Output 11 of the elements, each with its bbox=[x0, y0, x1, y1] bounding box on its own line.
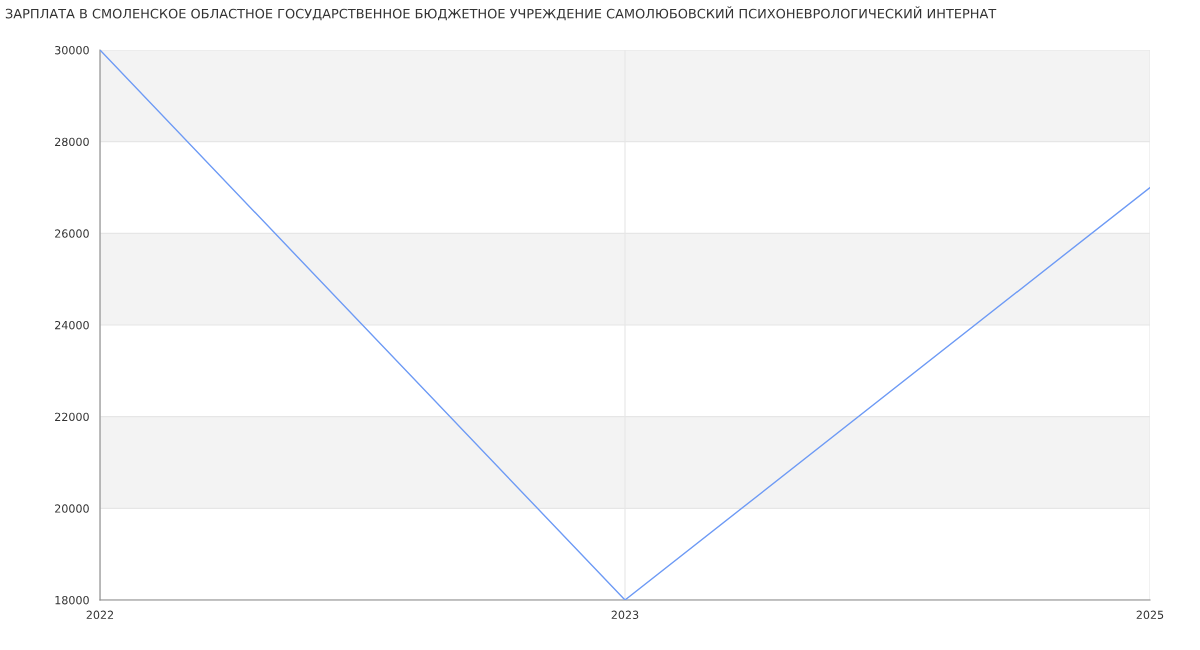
x-tick-label: 2025 bbox=[1136, 610, 1164, 620]
y-tick-label: 26000 bbox=[55, 229, 89, 238]
chart-title: ЗАРПЛАТА В СМОЛЕНСКОЕ ОБЛАСТНОЕ ГОСУДАРСТВЕННОЕ БЮДЖЕТНОЕ УЧРЕЖДЕНИЕ САМОЛЮБОВСКИЙ ПСИХОНЕВРОЛОГИЧЕСКИЙ ИНТЕРНАТ bbox=[5, 6, 997, 21]
y-tick-label: 18000 bbox=[55, 595, 89, 605]
y-tick-label: 28000 bbox=[55, 137, 89, 147]
y-tick-label: 24000 bbox=[55, 320, 89, 330]
y-tick-label: 30000 bbox=[55, 45, 89, 55]
y-tick-label: 22000 bbox=[55, 412, 89, 422]
y-tick-label: 20000 bbox=[55, 504, 89, 513]
x-tick-label: 2023 bbox=[611, 610, 639, 620]
x-tick-label: 2022 bbox=[86, 610, 114, 620]
